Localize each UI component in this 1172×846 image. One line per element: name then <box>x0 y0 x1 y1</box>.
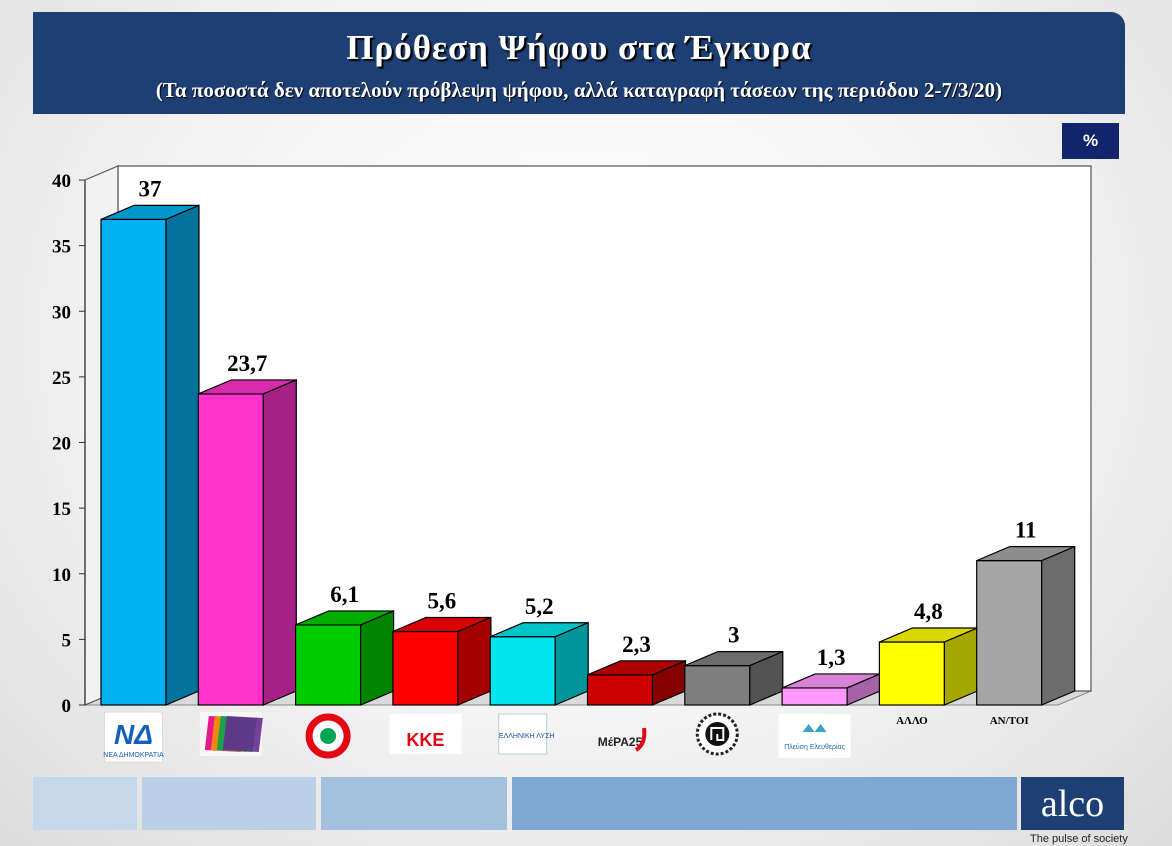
y-tick-label: 30 <box>52 302 71 323</box>
alco-tagline: The pulse of society <box>1030 833 1128 845</box>
unit-badge: % <box>1062 123 1119 159</box>
y-tick-label: 10 <box>52 565 71 586</box>
y-tick-label: 35 <box>52 237 71 258</box>
footer-band-2 <box>142 777 316 830</box>
bar <box>781 687 848 706</box>
data-label: 4,8 <box>914 599 943 624</box>
y-tick-label: 15 <box>52 499 71 520</box>
alco-logo: alco <box>1021 777 1124 830</box>
x-tick-label: Πλεύση Ελευθερίας <box>784 743 845 751</box>
bar <box>586 674 654 706</box>
data-label: 5,6 <box>428 589 457 614</box>
plefsi-logo <box>778 714 851 758</box>
y-tick-label: 20 <box>52 434 71 455</box>
y-tick-label: 5 <box>62 630 72 651</box>
bar-side <box>457 616 492 706</box>
y-tick-label: 25 <box>52 368 71 389</box>
bar-side <box>943 627 979 706</box>
data-label: 11 <box>1015 518 1037 543</box>
bar-side <box>1041 545 1076 706</box>
y-tick-label: 0 <box>62 696 72 717</box>
data-label: 2,3 <box>622 632 651 657</box>
y-tick-label: 40 <box>52 171 71 192</box>
chart-subtitle: (Τα ποσοστά δεν αποτελούν πρόβλεψη ψήφου… <box>155 78 1003 102</box>
footer-band-1 <box>33 777 137 830</box>
bar <box>489 636 556 706</box>
bar-side <box>262 379 297 706</box>
x-tick-label: ΚΚΕ <box>406 730 444 750</box>
elliniki-lysi-logo <box>498 713 548 755</box>
data-label: 1,3 <box>817 645 846 670</box>
syriza-logo-layer <box>222 716 263 752</box>
plefsi-logo-sails <box>802 724 827 732</box>
bar <box>100 218 167 706</box>
data-label: 6,1 <box>330 582 359 607</box>
data-label: 37 <box>139 176 162 201</box>
bar-side <box>554 621 589 706</box>
data-label: 5,2 <box>525 594 554 619</box>
x-tick-label: ΑΛΛΟ <box>896 715 928 727</box>
xa-logo-mark <box>710 727 725 741</box>
x-tick-label: ΕΛΛΗΝΙΚΗ ΛΥΣΗ <box>499 733 555 740</box>
bar-side <box>360 610 395 706</box>
nd-logo-mark: ΝΔ <box>114 719 153 750</box>
x-tick-label: ΑΝ/ΤΟΙ <box>990 715 1029 727</box>
bar-side <box>165 204 200 706</box>
footer-band-3 <box>321 777 507 830</box>
bar <box>976 560 1043 706</box>
x-tick-label: ΝΕΑ ΔΗΜΟΚΡΑΤΙΑ <box>103 752 164 759</box>
footer-band-4 <box>512 777 1017 830</box>
data-label: 3 <box>728 623 740 648</box>
bar <box>295 624 362 706</box>
data-label: 23,7 <box>227 351 267 376</box>
bar <box>197 393 264 706</box>
kke-logo <box>389 714 462 754</box>
chart-title: Πρόθεση Ψήφου στα Έγκυρα <box>346 28 812 67</box>
mera25-logo-swoosh <box>634 727 647 752</box>
kinal-logo-dot <box>320 728 337 744</box>
bar <box>392 630 459 706</box>
chart-header: Πρόθεση Ψήφου στα Έγκυρα (Τα ποσοστά δεν… <box>33 12 1125 114</box>
x-tick-label: ΜέΡΑ25 <box>598 735 643 749</box>
bar <box>878 641 946 706</box>
bar <box>684 665 751 706</box>
nd-logo <box>104 711 163 763</box>
